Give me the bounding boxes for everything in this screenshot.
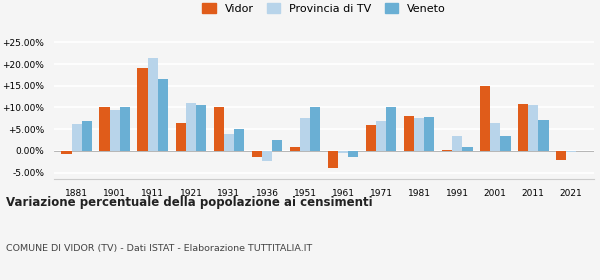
Bar	[158, 79, 168, 151]
Bar	[196, 105, 206, 151]
Bar	[262, 151, 272, 160]
Bar	[452, 136, 462, 151]
Bar	[100, 107, 110, 151]
Bar	[386, 108, 397, 151]
Bar	[214, 108, 224, 151]
Bar	[528, 105, 538, 151]
Bar	[518, 104, 528, 151]
Bar	[442, 150, 452, 151]
Bar	[82, 122, 92, 151]
Bar	[137, 68, 148, 151]
Bar	[376, 120, 386, 151]
Bar	[300, 118, 310, 151]
Bar	[348, 151, 358, 157]
Bar	[566, 151, 577, 152]
Bar	[365, 125, 376, 151]
Bar	[480, 86, 490, 151]
Bar	[328, 151, 338, 168]
Bar	[186, 103, 196, 151]
Bar	[538, 120, 548, 151]
Bar	[234, 129, 244, 151]
Bar	[272, 140, 283, 151]
Legend: Vidor, Provincia di TV, Veneto: Vidor, Provincia di TV, Veneto	[198, 0, 450, 18]
Bar	[110, 110, 120, 151]
Bar	[462, 147, 473, 151]
Text: COMUNE DI VIDOR (TV) - Dati ISTAT - Elaborazione TUTTITALIA.IT: COMUNE DI VIDOR (TV) - Dati ISTAT - Elab…	[6, 244, 312, 253]
Bar	[148, 57, 158, 151]
Bar	[414, 118, 424, 151]
Bar	[556, 151, 566, 160]
Bar	[71, 124, 82, 151]
Bar	[310, 108, 320, 151]
Bar	[251, 151, 262, 157]
Text: Variazione percentuale della popolazione ai censimenti: Variazione percentuale della popolazione…	[6, 196, 373, 209]
Bar	[490, 123, 500, 151]
Bar	[224, 134, 234, 151]
Bar	[61, 151, 71, 155]
Bar	[500, 136, 511, 151]
Bar	[120, 108, 130, 151]
Bar	[404, 116, 414, 151]
Bar	[338, 151, 348, 153]
Bar	[290, 147, 300, 151]
Bar	[176, 123, 186, 151]
Bar	[424, 117, 434, 151]
